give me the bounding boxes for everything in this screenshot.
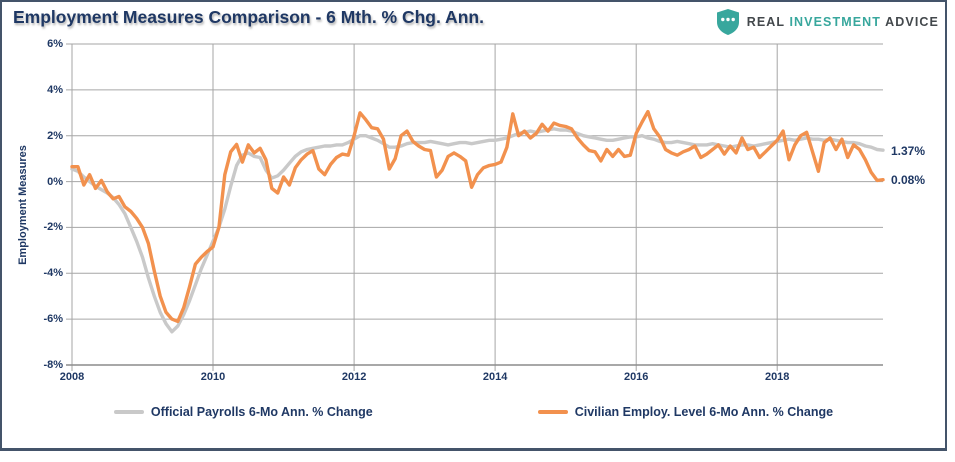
brand-logo: REAL INVESTMENT ADVICE [716, 9, 939, 35]
legend-item-civilian-employment: Civilian Employ. Level 6-Mo Ann. % Chang… [537, 405, 834, 419]
shield-three-dots-icon [716, 9, 739, 35]
brand-name: REAL INVESTMENT ADVICE [747, 15, 939, 29]
chart-legend: Official Payrolls 6-Mo Ann. % Change Civ… [0, 405, 947, 419]
y-tick-label: -6% [43, 313, 63, 326]
x-tick-label: 2014 [482, 371, 508, 383]
x-tick-label: 2018 [764, 371, 790, 383]
legend-label: Civilian Employ. Level 6-Mo Ann. % Chang… [574, 405, 834, 419]
series-line-civilian-employment [70, 109, 885, 324]
y-tick-label: 4% [47, 83, 63, 96]
legend-item-official-payrolls: Official Payrolls 6-Mo Ann. % Change [113, 405, 373, 419]
brand-word-real: REAL [746, 15, 785, 29]
x-tick-label: 2012 [341, 371, 367, 383]
chart-frame [0, 0, 947, 451]
legend-swatch-gray [113, 409, 144, 415]
legend-label: Official Payrolls 6-Mo Ann. % Change [150, 405, 373, 419]
y-tick-label: 0% [47, 175, 63, 188]
series-line-official-payrolls [70, 127, 885, 334]
y-tick-label: -4% [43, 267, 63, 280]
y-tick-label: 6% [47, 38, 63, 50]
end-label-orange: 0.08% [891, 173, 926, 187]
x-tick-label: 2016 [623, 371, 649, 383]
legend-swatch-orange [537, 409, 568, 415]
chart-title: Employment Measures Comparison - 6 Mth. … [13, 7, 484, 27]
end-label-gray: 1.37% [891, 144, 926, 158]
brand-word-advice: ADVICE [885, 15, 939, 29]
brand-word-investment: INVESTMENT [789, 15, 882, 29]
y-axis-title: Employment Measures [17, 145, 29, 265]
x-tick-label: 2010 [200, 371, 226, 383]
x-tick-label: 2008 [59, 371, 85, 383]
y-tick-label: 2% [47, 129, 63, 142]
y-tick-label: -2% [43, 221, 63, 234]
y-tick-label: -8% [43, 359, 63, 371]
